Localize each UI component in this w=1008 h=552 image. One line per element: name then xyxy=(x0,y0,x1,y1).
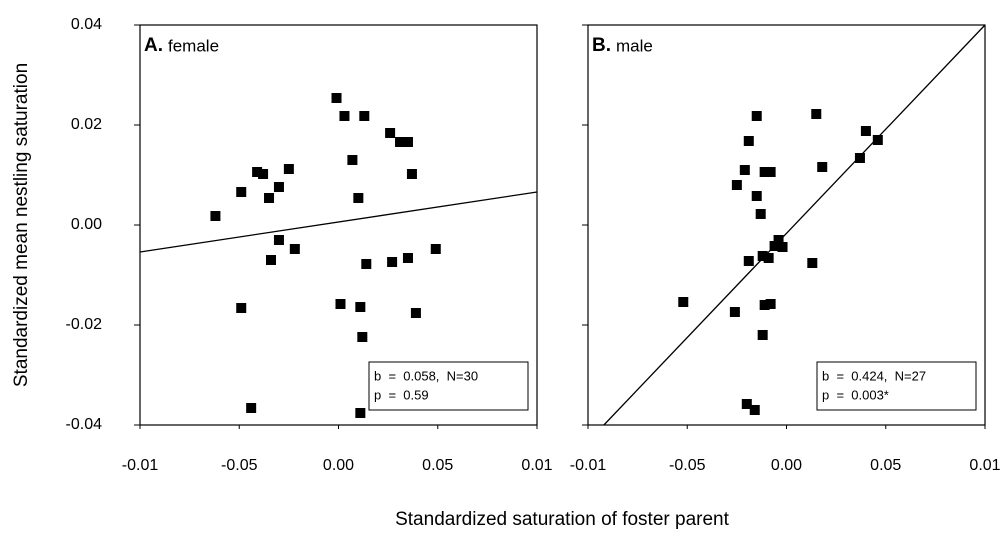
point xyxy=(252,167,263,177)
y-tick-label: 0.04 xyxy=(71,16,102,33)
point xyxy=(765,167,776,177)
point xyxy=(335,299,346,309)
point xyxy=(860,126,871,136)
y-axis-label: Standardized mean nestling saturation xyxy=(11,63,32,387)
x-tick-label: -0.01 xyxy=(122,457,159,474)
point xyxy=(741,399,752,409)
panel-title: female xyxy=(168,36,219,55)
point xyxy=(743,256,754,266)
x-tick-label: -0.05 xyxy=(669,457,706,474)
fit-line xyxy=(139,191,538,253)
point xyxy=(678,297,689,307)
point xyxy=(811,109,822,119)
annotation: b = 0.058, N=30 xyxy=(374,368,478,383)
x-tick-label: -0.01 xyxy=(570,457,607,474)
x-tick-label: -0.05 xyxy=(221,457,258,474)
y-tick-label: -0.04 xyxy=(66,416,103,433)
point xyxy=(361,259,372,269)
point xyxy=(729,307,740,317)
x-tick-label: 0.01 xyxy=(969,457,1000,474)
point xyxy=(359,111,370,121)
point xyxy=(387,257,398,267)
point xyxy=(273,182,284,192)
y-tick-label: -0.02 xyxy=(66,316,103,333)
point xyxy=(777,242,788,252)
point xyxy=(769,241,780,251)
point xyxy=(283,164,294,174)
point xyxy=(817,162,828,172)
point xyxy=(236,187,247,197)
point xyxy=(402,137,413,147)
point xyxy=(854,153,865,163)
annotation: b = 0.424, N=27 xyxy=(822,368,926,383)
point xyxy=(246,403,257,413)
point xyxy=(357,332,368,342)
x-axis-label: Standardized saturation of foster parent xyxy=(395,509,729,530)
point xyxy=(751,191,762,201)
point xyxy=(759,167,770,177)
point xyxy=(331,93,342,103)
point xyxy=(339,111,350,121)
point xyxy=(410,308,421,318)
x-tick-label: 0.01 xyxy=(521,457,552,474)
point xyxy=(355,408,366,418)
fit-line xyxy=(603,24,986,426)
x-tick-label: 0.05 xyxy=(422,457,453,474)
point xyxy=(755,209,766,219)
annotation: p = 0.59 xyxy=(374,387,429,402)
point xyxy=(210,211,221,221)
y-tick-label: 0.02 xyxy=(71,116,102,133)
point xyxy=(807,258,818,268)
point xyxy=(402,253,413,263)
annotation-box xyxy=(816,361,977,411)
point xyxy=(385,128,396,138)
point xyxy=(406,169,417,179)
point xyxy=(751,111,762,121)
point xyxy=(353,193,364,203)
point xyxy=(430,244,441,254)
point xyxy=(355,302,366,312)
y-tick-label: 0.00 xyxy=(71,216,102,233)
point xyxy=(759,300,770,310)
point xyxy=(765,299,776,309)
point xyxy=(266,255,277,265)
point xyxy=(872,135,883,145)
point xyxy=(236,303,247,313)
point xyxy=(739,165,750,175)
annotation-box xyxy=(368,361,529,411)
panel-title: male xyxy=(616,36,653,55)
point xyxy=(757,330,768,340)
point xyxy=(347,155,358,165)
point xyxy=(273,235,284,245)
point xyxy=(289,244,300,254)
x-tick-label: 0.00 xyxy=(771,457,802,474)
point xyxy=(258,169,269,179)
point xyxy=(264,193,275,203)
point xyxy=(773,235,784,245)
point xyxy=(749,405,760,415)
point xyxy=(395,137,406,147)
point xyxy=(743,136,754,146)
annotation: p = 0.003* xyxy=(822,387,889,402)
point xyxy=(763,253,774,263)
point xyxy=(757,251,768,261)
panel-label: A. xyxy=(144,35,163,56)
x-tick-label: 0.05 xyxy=(870,457,901,474)
x-tick-label: 0.00 xyxy=(323,457,354,474)
point xyxy=(731,180,742,190)
panel-label: B. xyxy=(592,35,611,56)
